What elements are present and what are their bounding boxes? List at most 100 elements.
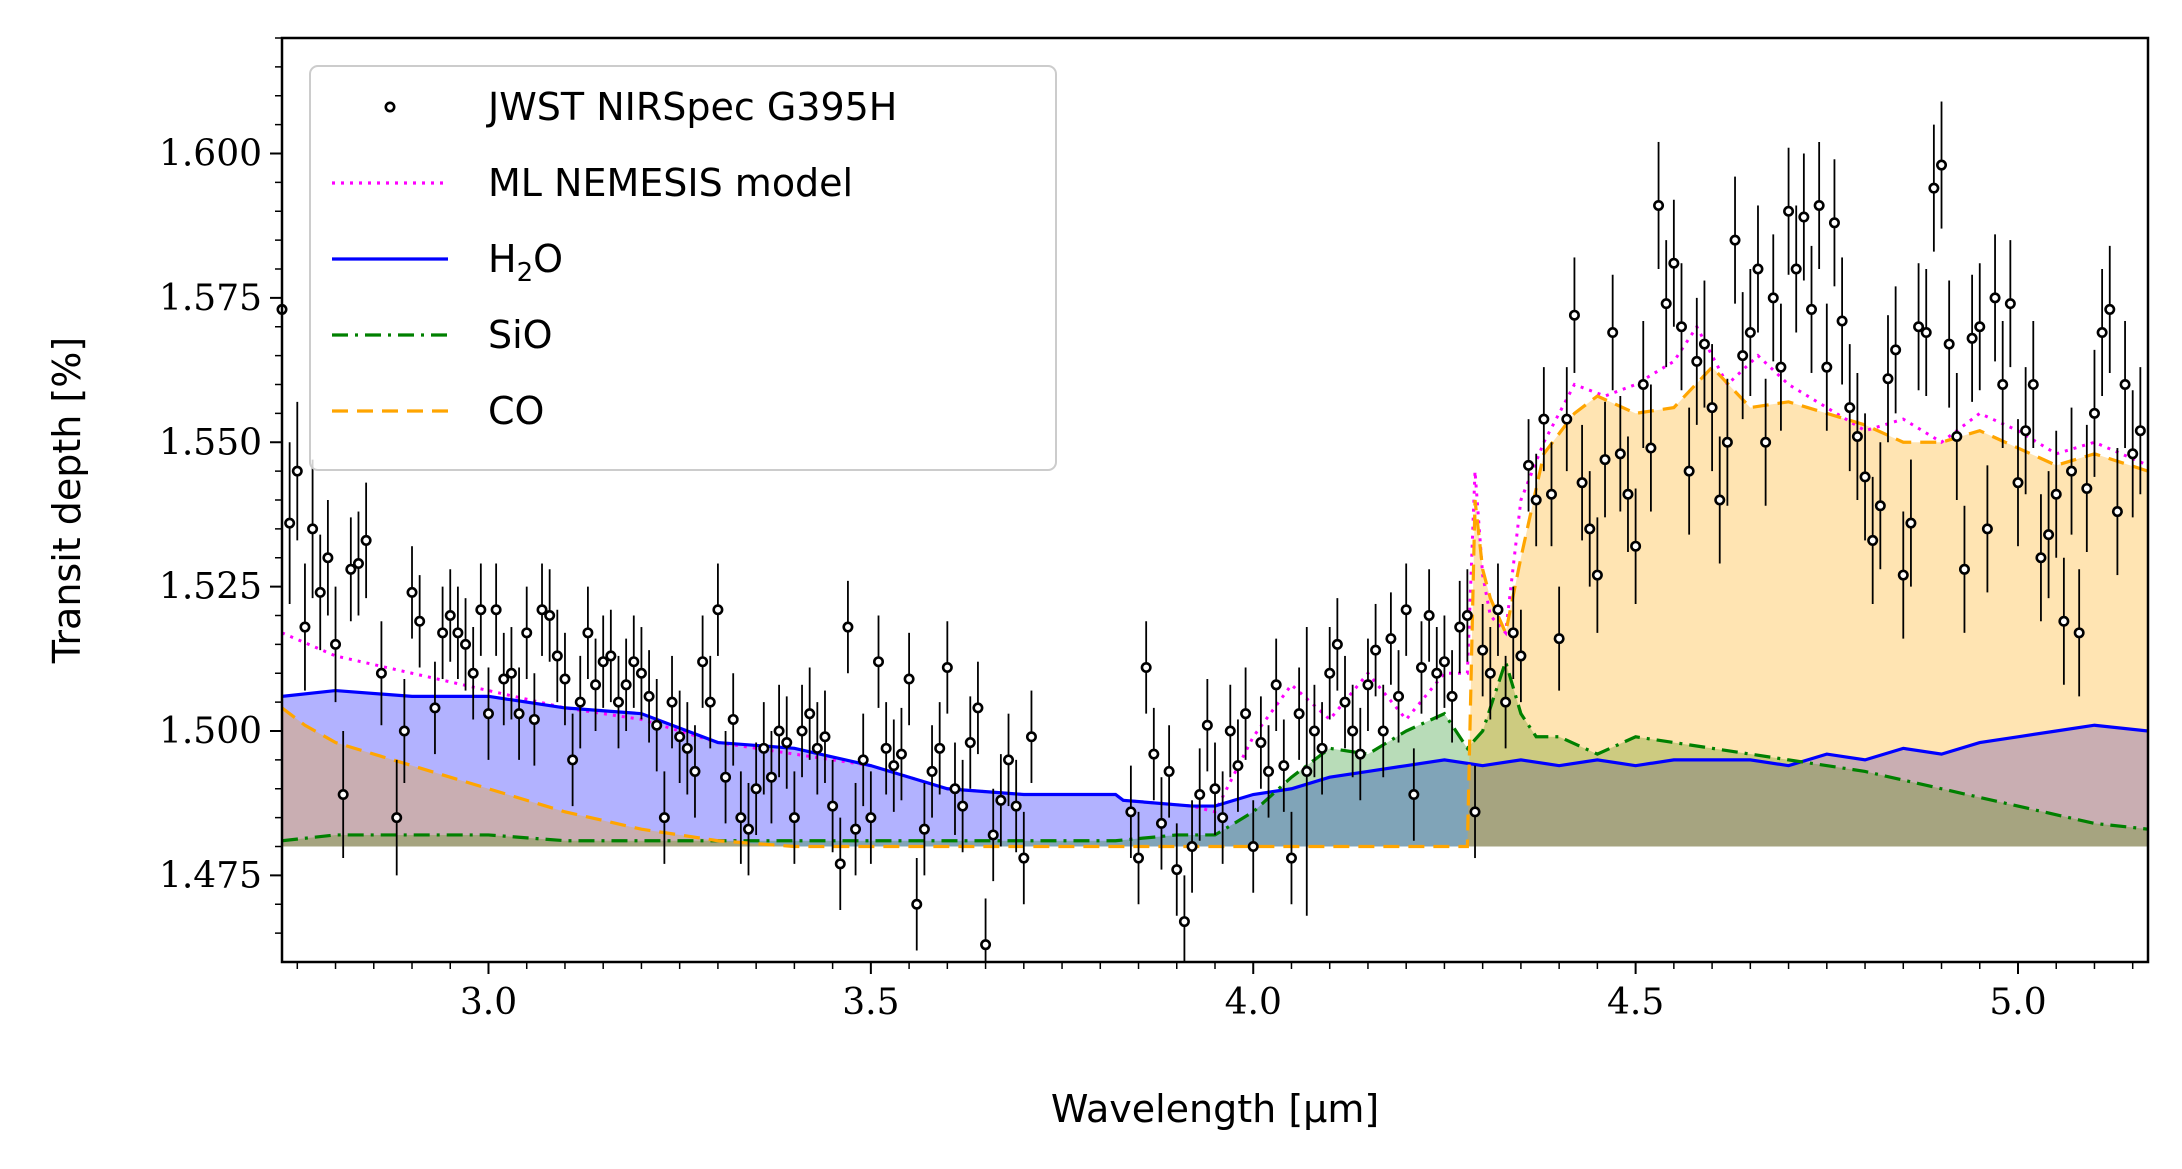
data-point (1010, 800, 1022, 812)
data-point (2119, 378, 2131, 390)
data-point (1706, 402, 1718, 414)
data-point (1331, 638, 1343, 650)
data-point (605, 650, 617, 662)
line-h2o (282, 688, 2148, 808)
data-point (1668, 257, 1680, 269)
legend-label: CO (488, 389, 544, 433)
data-point (712, 604, 724, 616)
data-point (1622, 488, 1634, 500)
y-tick-label: 1.575 (159, 278, 262, 319)
data-point (834, 858, 846, 870)
data-point (2035, 552, 2047, 564)
data-point (1255, 737, 1267, 749)
data-point (1576, 477, 1588, 489)
data-point (964, 737, 976, 749)
data-point (2134, 425, 2146, 437)
data-point (1469, 806, 1481, 818)
observation-points (276, 159, 2146, 951)
data-point (1362, 679, 1374, 691)
fill-co (282, 367, 2148, 847)
data-point (1676, 321, 1688, 333)
data-point (1171, 864, 1183, 876)
data-point (1790, 263, 1802, 275)
data-point (1813, 199, 1825, 211)
data-point (895, 748, 907, 760)
data-point (322, 552, 334, 564)
data-point (2004, 298, 2016, 310)
legend-box (309, 65, 1057, 471)
data-point (1828, 217, 1840, 229)
data-point (2088, 407, 2100, 419)
data-point (666, 696, 678, 708)
data-point (2012, 477, 2024, 489)
legend: JWST NIRSpec G395H ML NEMESIS model H2O SiO… (309, 65, 1057, 471)
data-point (1974, 321, 1986, 333)
data-point (1148, 748, 1160, 760)
data-point (857, 754, 869, 766)
data-point (1431, 667, 1443, 679)
data-point (2027, 378, 2039, 390)
data-point (314, 586, 326, 598)
data-point (2096, 327, 2108, 339)
data-point (398, 725, 410, 737)
data-point (1614, 448, 1626, 460)
data-point (1477, 644, 1489, 656)
data-point (467, 667, 479, 679)
data-point (1744, 327, 1756, 339)
data-point (658, 812, 670, 824)
data-point (1125, 806, 1137, 818)
data-point (1599, 454, 1611, 466)
data-point (1278, 760, 1290, 772)
data-point (1003, 754, 1015, 766)
y-tick-label: 1.600 (159, 134, 262, 175)
data-point (1461, 609, 1473, 621)
data-point (773, 725, 785, 737)
data-point (1492, 604, 1504, 616)
model-lines (282, 323, 2148, 849)
data-point (980, 939, 992, 951)
data-point (888, 760, 900, 772)
data-point (1767, 292, 1779, 304)
legend-label: SiO (488, 313, 553, 357)
data-point (689, 765, 701, 777)
data-point (949, 783, 961, 795)
data-point (1806, 303, 1818, 315)
legend-marker (384, 101, 396, 113)
data-point (567, 754, 579, 766)
data-point (1721, 436, 1733, 448)
data-point (957, 800, 969, 812)
data-point (1943, 338, 1955, 350)
data-point (804, 708, 816, 720)
data-point (674, 731, 686, 743)
data-point (1423, 609, 1435, 621)
data-point (1783, 205, 1795, 217)
data-point (1240, 708, 1252, 720)
data-point (1347, 725, 1359, 737)
data-point (620, 679, 632, 691)
data-point (1385, 633, 1397, 645)
data-point (1339, 696, 1351, 708)
data-point (1568, 309, 1580, 321)
data-point (291, 465, 303, 477)
axes (270, 36, 2150, 974)
data-point (1316, 742, 1328, 754)
data-point (360, 534, 372, 546)
data-point (995, 794, 1007, 806)
data-point (1186, 840, 1198, 852)
x-tick-label: 5.0 (1989, 982, 2046, 1023)
data-point (1913, 321, 1925, 333)
data-point (765, 771, 777, 783)
data-point (1591, 569, 1603, 581)
data-point (352, 558, 364, 570)
data-point (559, 673, 571, 685)
data-point (1966, 332, 1978, 344)
data-point (498, 673, 510, 685)
data-point (1324, 667, 1336, 679)
data-point (1163, 765, 1175, 777)
y-axis-label: Transit depth [%] (45, 337, 89, 664)
tick-labels: 3.0 3.5 4.0 4.5 5.0 1.475 1.500 1.525 1.550 1.575… (159, 134, 2047, 1024)
data-point (1523, 459, 1535, 471)
data-point (1867, 534, 1879, 546)
data-point (1415, 661, 1427, 673)
data-point (1217, 812, 1229, 824)
